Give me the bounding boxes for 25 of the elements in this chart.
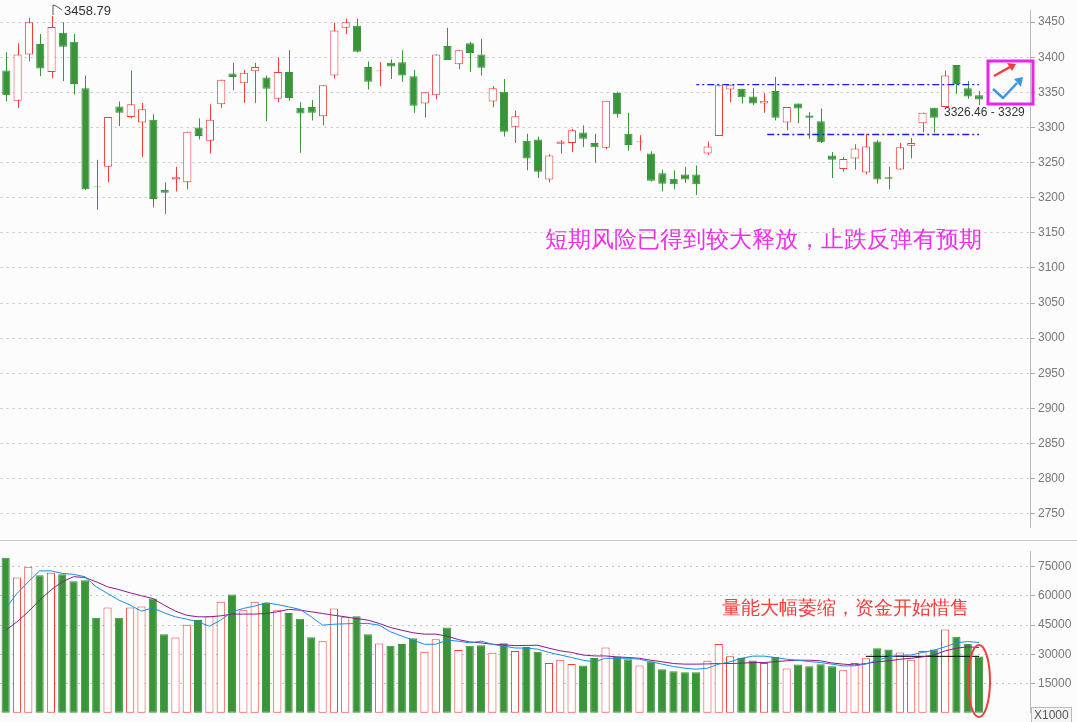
y-tick-label: 2850 bbox=[1038, 435, 1066, 450]
y-tick-label: 3100 bbox=[1038, 260, 1066, 275]
y-tick-label: 30000 bbox=[1038, 646, 1072, 661]
annotation: 量能大幅萎缩，资金开始惜售 bbox=[722, 597, 969, 620]
y-tick-label: 3200 bbox=[1038, 190, 1066, 205]
text: X1000 bbox=[1031, 707, 1072, 722]
y-tick-label: 2750 bbox=[1038, 506, 1066, 521]
y-tick-label: 3000 bbox=[1038, 330, 1066, 345]
y-tick-label: 75000 bbox=[1038, 559, 1072, 574]
y-tick-label: 2900 bbox=[1038, 400, 1066, 415]
y-tick-label: 3150 bbox=[1038, 225, 1066, 240]
y-tick-label: 3350 bbox=[1038, 84, 1066, 99]
y-tick-label: 2800 bbox=[1038, 470, 1066, 485]
y-tick-label: 60000 bbox=[1038, 588, 1072, 603]
y-tick-label: 15000 bbox=[1038, 675, 1072, 690]
annotation: 短期风险已得到较大释放，止跌反弹有预期 bbox=[545, 226, 982, 254]
annotation: 3326.46 - 3329 bbox=[944, 105, 1025, 120]
y-tick-label: 3450 bbox=[1038, 14, 1066, 29]
y-tick-label: 3400 bbox=[1038, 49, 1066, 64]
y-tick-label: 3050 bbox=[1038, 295, 1066, 310]
y-tick-label: 3250 bbox=[1038, 154, 1066, 169]
y-tick-label: 45000 bbox=[1038, 617, 1072, 632]
annotation: 3458.79 bbox=[64, 3, 111, 19]
y-tick-label: 2950 bbox=[1038, 365, 1066, 380]
y-tick-label: 3300 bbox=[1038, 119, 1066, 134]
